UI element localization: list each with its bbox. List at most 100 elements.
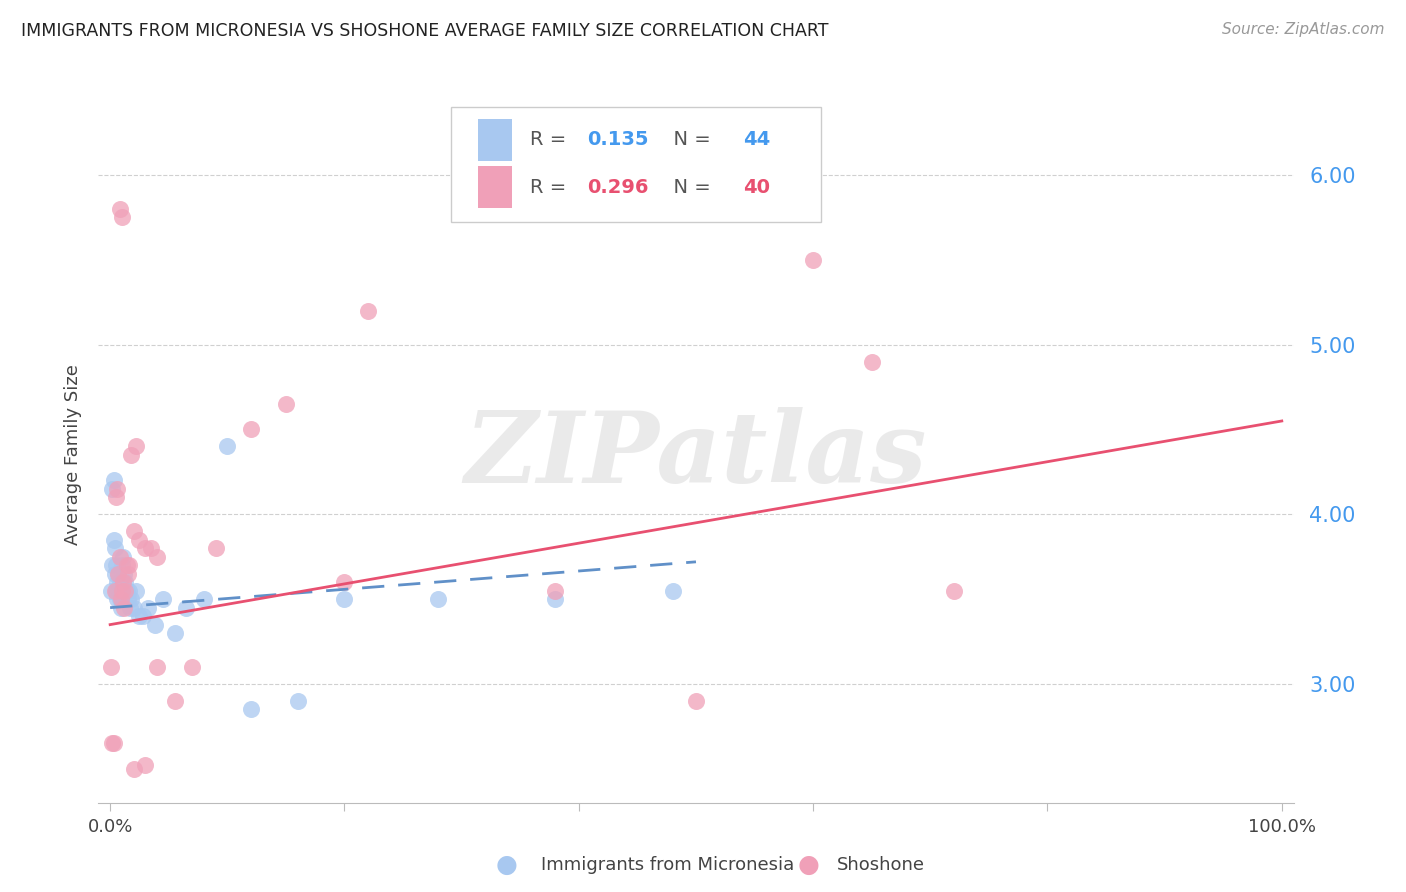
Point — [134, 541, 156, 556]
Point — [274, 397, 297, 411]
Text: 40: 40 — [742, 178, 769, 196]
Point — [544, 592, 567, 607]
Text: 44: 44 — [742, 130, 770, 149]
Text: ●: ● — [797, 854, 820, 877]
Point — [122, 762, 145, 776]
Point — [101, 482, 124, 496]
Point — [134, 758, 156, 772]
Point — [942, 583, 965, 598]
Point — [120, 600, 141, 615]
Point — [112, 566, 135, 581]
Point — [105, 558, 128, 573]
Point — [103, 533, 125, 547]
Point — [333, 592, 356, 607]
Text: 0.296: 0.296 — [588, 178, 648, 196]
Point — [114, 583, 136, 598]
Point — [108, 549, 131, 564]
Point — [115, 558, 138, 573]
Text: 0.135: 0.135 — [588, 130, 648, 149]
Point — [111, 592, 134, 607]
Point — [104, 583, 127, 598]
Text: R =: R = — [530, 178, 572, 196]
Point — [146, 549, 169, 564]
Point — [103, 736, 125, 750]
Point — [136, 600, 159, 615]
Point — [114, 575, 136, 590]
Point — [100, 583, 122, 598]
Point — [112, 575, 135, 590]
Point — [112, 600, 135, 615]
Text: ●: ● — [495, 854, 517, 877]
Point — [122, 524, 145, 539]
Point — [174, 600, 197, 615]
Point — [146, 660, 169, 674]
FancyBboxPatch shape — [478, 166, 512, 208]
Point — [141, 541, 163, 556]
Point — [107, 566, 129, 581]
Point — [217, 439, 239, 453]
Point — [125, 439, 148, 453]
Y-axis label: Average Family Size: Average Family Size — [63, 365, 82, 545]
FancyBboxPatch shape — [451, 107, 821, 222]
Text: ZIPatlas: ZIPatlas — [465, 407, 927, 503]
Point — [108, 592, 131, 607]
Point — [111, 583, 134, 598]
Point — [110, 600, 132, 615]
Point — [181, 660, 204, 674]
FancyBboxPatch shape — [478, 119, 512, 161]
Point — [661, 583, 683, 598]
Point — [105, 592, 128, 607]
Point — [107, 566, 129, 581]
Point — [105, 575, 128, 590]
Point — [103, 474, 125, 488]
Point — [110, 583, 132, 598]
Point — [132, 609, 155, 624]
Point — [163, 626, 186, 640]
Point — [105, 491, 128, 505]
Point — [357, 303, 380, 318]
Point — [120, 448, 142, 462]
Text: IMMIGRANTS FROM MICRONESIA VS SHOSHONE AVERAGE FAMILY SIZE CORRELATION CHART: IMMIGRANTS FROM MICRONESIA VS SHOSHONE A… — [21, 22, 828, 40]
Text: R =: R = — [530, 130, 572, 149]
Text: Shoshone: Shoshone — [837, 856, 925, 874]
Point — [104, 541, 127, 556]
Point — [120, 592, 142, 607]
Point — [860, 354, 883, 368]
Point — [110, 592, 132, 607]
Point — [427, 592, 450, 607]
Text: N =: N = — [661, 178, 717, 196]
Point — [125, 583, 148, 598]
Point — [111, 211, 134, 225]
Point — [117, 592, 139, 607]
Point — [111, 558, 134, 573]
Point — [122, 600, 145, 615]
Point — [287, 694, 309, 708]
Point — [100, 660, 122, 674]
Point — [118, 558, 141, 573]
Point — [108, 575, 131, 590]
Point — [117, 566, 139, 581]
Point — [118, 583, 141, 598]
Point — [685, 694, 707, 708]
Point — [101, 736, 124, 750]
Text: Source: ZipAtlas.com: Source: ZipAtlas.com — [1222, 22, 1385, 37]
Point — [101, 558, 124, 573]
Point — [105, 482, 128, 496]
Point — [801, 252, 824, 267]
Point — [112, 549, 135, 564]
Point — [239, 422, 262, 436]
Point — [104, 566, 127, 581]
Point — [239, 702, 262, 716]
Point — [107, 583, 129, 598]
Point — [115, 583, 138, 598]
Point — [544, 583, 567, 598]
Point — [128, 533, 150, 547]
Point — [152, 592, 174, 607]
Point — [163, 694, 186, 708]
Text: Immigrants from Micronesia: Immigrants from Micronesia — [541, 856, 794, 874]
Point — [105, 583, 128, 598]
Text: N =: N = — [661, 130, 717, 149]
Point — [193, 592, 215, 607]
Point — [333, 575, 356, 590]
Point — [128, 609, 150, 624]
